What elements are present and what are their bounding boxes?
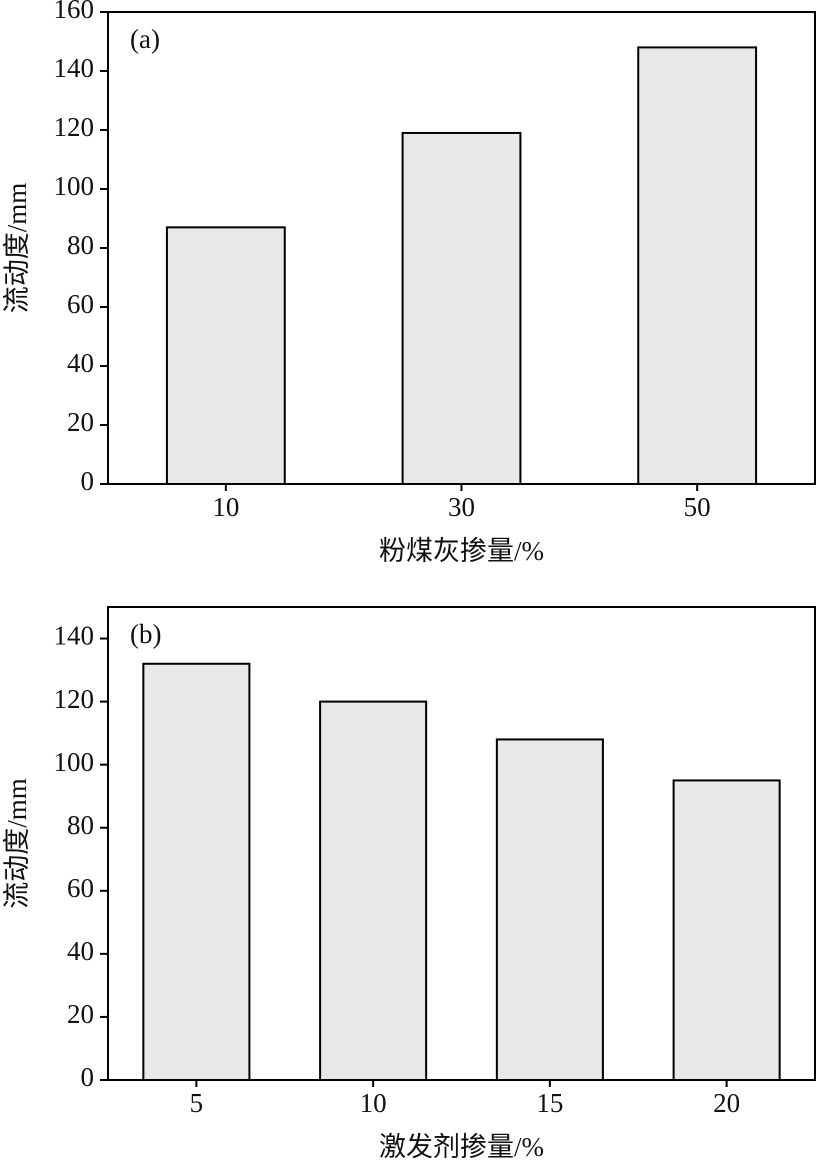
- bar: [401, 131, 522, 485]
- y-tick-label: 80: [67, 230, 94, 260]
- y-tick-label: 40: [67, 348, 94, 378]
- bar: [672, 779, 781, 1082]
- y-tick-label: 100: [54, 171, 95, 201]
- x-tick-label: 10: [212, 492, 239, 522]
- bar: [495, 738, 604, 1081]
- panel-label: (a): [130, 24, 160, 54]
- y-axis-label: 流动度/mm: [2, 183, 32, 314]
- bar: [142, 662, 251, 1081]
- y-tick-label: 20: [67, 407, 94, 437]
- x-tick-label: 15: [536, 1088, 563, 1118]
- y-tick-label: 140: [54, 621, 95, 651]
- y-tick-label: 40: [67, 936, 94, 966]
- x-tick-label: 5: [190, 1088, 204, 1118]
- bar: [637, 46, 758, 486]
- y-tick-label: 80: [67, 810, 94, 840]
- x-tick-label: 50: [684, 492, 711, 522]
- bar: [165, 226, 286, 485]
- y-tick-label: 0: [81, 466, 95, 496]
- y-axis-label: 流动度/mm: [2, 778, 32, 909]
- y-tick-label: 120: [54, 684, 95, 714]
- y-tick-label: 60: [67, 873, 94, 903]
- y-tick-label: 20: [67, 999, 94, 1029]
- plot-frame: [107, 11, 816, 485]
- y-tick-label: 160: [54, 0, 95, 24]
- y-tick-label: 60: [67, 289, 94, 319]
- y-tick-label: 120: [54, 112, 95, 142]
- x-tick-label: 30: [448, 492, 475, 522]
- y-tick-label: 140: [54, 53, 95, 83]
- x-axis-label: 粉煤灰掺量/%: [379, 536, 544, 566]
- panel-label: (b): [130, 619, 161, 649]
- plot-frame: [107, 606, 816, 1081]
- bar: [319, 700, 428, 1081]
- y-tick-label: 0: [81, 1062, 95, 1092]
- x-tick-label: 20: [713, 1088, 740, 1118]
- x-tick-label: 10: [360, 1088, 387, 1118]
- x-axis-label: 激发剂掺量/%: [379, 1132, 544, 1162]
- y-tick-label: 100: [54, 747, 95, 777]
